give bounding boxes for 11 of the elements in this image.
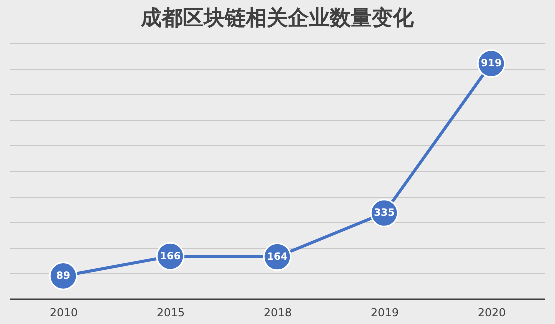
data-label: 166 [160,252,181,263]
chart-title: 成都区块链相关企业数量变化 [140,6,415,30]
x-tick-label: 2018 [264,306,292,320]
data-label: 335 [374,208,395,220]
x-tick-label: 2015 [157,306,185,320]
data-label: 919 [481,58,502,70]
data-label: 164 [267,252,288,264]
data-label: 89 [56,271,70,282]
x-tick-label: 2020 [478,306,506,320]
x-tick-label: 2019 [371,306,399,320]
x-tick-label: 2010 [50,306,78,320]
